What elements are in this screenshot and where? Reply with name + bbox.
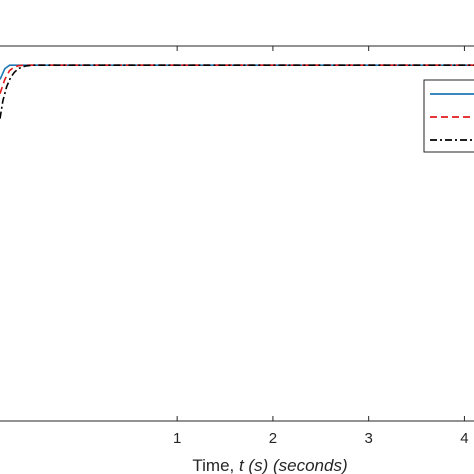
plot-area — [0, 45, 474, 422]
x-tick-label: 4 — [460, 430, 468, 447]
x-axis-label: Time, t (s) (seconds) — [192, 456, 347, 474]
x-axis-label-italic: t (s) (seconds) — [239, 456, 348, 474]
x-tick-label: 1 — [173, 430, 181, 447]
series-line-3 — [0, 64, 474, 119]
legend-box — [423, 79, 474, 153]
series-line-2 — [0, 64, 474, 94]
x-tick-label: 2 — [269, 430, 277, 447]
x-axis-ticks: 1 2 3 4 — [173, 46, 469, 447]
series-line-1 — [0, 64, 474, 80]
x-axis-label-prefix: Time, — [192, 456, 239, 474]
legend — [423, 79, 474, 153]
x-tick-label: 3 — [364, 430, 372, 447]
